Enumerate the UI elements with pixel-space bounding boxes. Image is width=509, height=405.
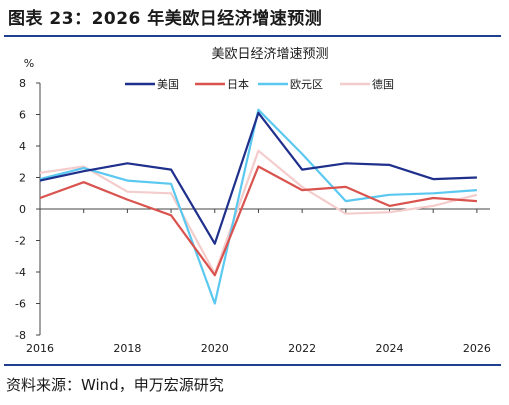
series-line-美国 — [39, 111, 477, 245]
y-axis-unit: % — [24, 57, 34, 70]
y-tick-label: 2 — [19, 172, 26, 185]
bottom-rule — [4, 364, 501, 366]
y-tick-label: -8 — [15, 329, 26, 342]
y-tick-label: -4 — [15, 266, 26, 279]
x-tick-label: 2026 — [463, 342, 491, 355]
y-tick-label: -6 — [15, 298, 26, 311]
source-note: 资料来源：Wind，申万宏源研究 — [6, 376, 224, 394]
y-tick-label: 4 — [19, 140, 26, 153]
series-layer — [39, 108, 478, 305]
x-tick-label: 2020 — [201, 342, 229, 355]
title-rule — [4, 35, 501, 37]
legend-label: 日本 — [227, 77, 249, 91]
x-tick-label: 2016 — [26, 342, 54, 355]
x-tick-label: 2024 — [376, 342, 404, 355]
legend-label: 德国 — [372, 77, 394, 91]
x-tick-label: 2018 — [113, 342, 141, 355]
x-tick-label: 2022 — [288, 342, 316, 355]
y-tick-label: 8 — [19, 77, 26, 90]
chart-title: 美欧日经济增速预测 — [211, 47, 328, 62]
series-line-欧元区 — [39, 108, 477, 305]
y-tick-label: 0 — [19, 203, 26, 216]
series-line-日本 — [39, 165, 477, 277]
legend: 美国 日本 欧元区 德国 — [125, 77, 394, 91]
y-tick-label: -2 — [15, 235, 26, 248]
figure-title: 图表 23：2026 年美欧日经济增速预测 — [8, 9, 323, 29]
legend-label: 欧元区 — [290, 78, 323, 91]
legend-label: 美国 — [157, 78, 179, 91]
series-line-德国 — [39, 149, 478, 275]
y-tick-label: 6 — [19, 109, 26, 122]
